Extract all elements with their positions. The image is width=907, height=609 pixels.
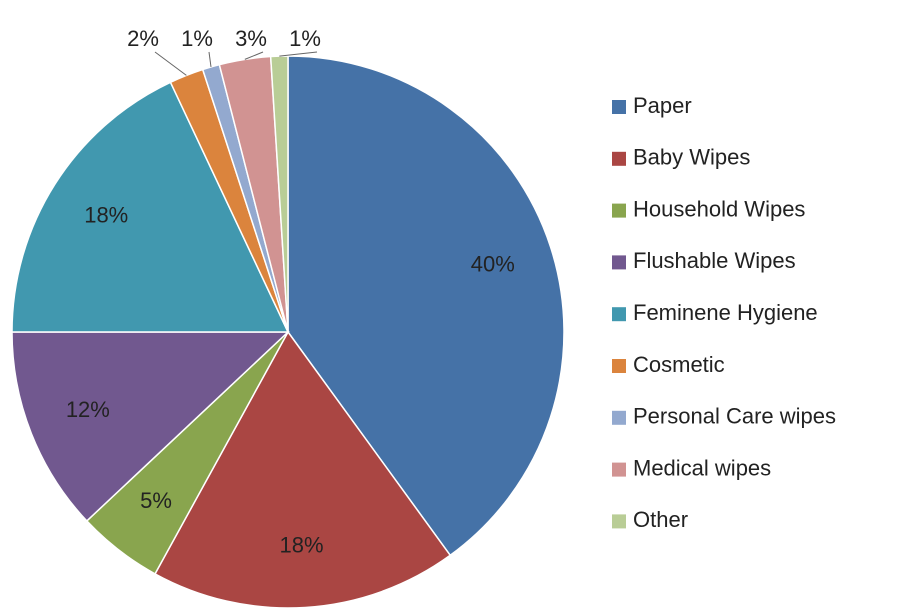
legend-label: Personal Care wipes	[633, 404, 836, 429]
pie-slice	[154, 330, 452, 609]
data-label: 1%	[181, 26, 213, 51]
legend-label: Feminene Hygiene	[633, 300, 818, 325]
legend-label: Cosmetic	[633, 352, 725, 377]
legend-swatch	[612, 359, 626, 373]
pie-slice	[287, 55, 565, 557]
legend-label: Paper	[633, 93, 692, 118]
legend-label: Other	[633, 507, 688, 532]
legend-swatch	[612, 151, 626, 166]
data-label: 5%	[140, 488, 172, 513]
leader-line	[244, 51, 264, 60]
data-label: 18%	[279, 533, 323, 558]
legend-label: Medical wipes	[633, 455, 771, 480]
data-label: 2%	[127, 26, 159, 51]
leader-line	[279, 51, 318, 57]
leader-line	[208, 51, 212, 68]
pie-slice	[11, 331, 290, 522]
legend-swatch	[612, 255, 626, 270]
data-label: 18%	[84, 202, 128, 227]
data-label: 3%	[235, 26, 267, 51]
legend-swatch	[612, 203, 626, 218]
legend-swatch	[612, 462, 626, 477]
data-label: 40%	[471, 251, 515, 276]
data-label: 12%	[66, 397, 110, 422]
legend-label: Baby Wipes	[633, 145, 750, 170]
legend-label: Flushable Wipes	[633, 248, 796, 273]
leader-line	[154, 51, 187, 76]
data-label: 1%	[289, 26, 321, 51]
legend-swatch	[612, 100, 626, 114]
pie-slice	[11, 81, 290, 333]
legend-swatch	[612, 307, 626, 322]
legend-label: Household Wipes	[633, 196, 805, 221]
legend-swatch	[612, 410, 626, 425]
legend-swatch	[612, 514, 626, 529]
